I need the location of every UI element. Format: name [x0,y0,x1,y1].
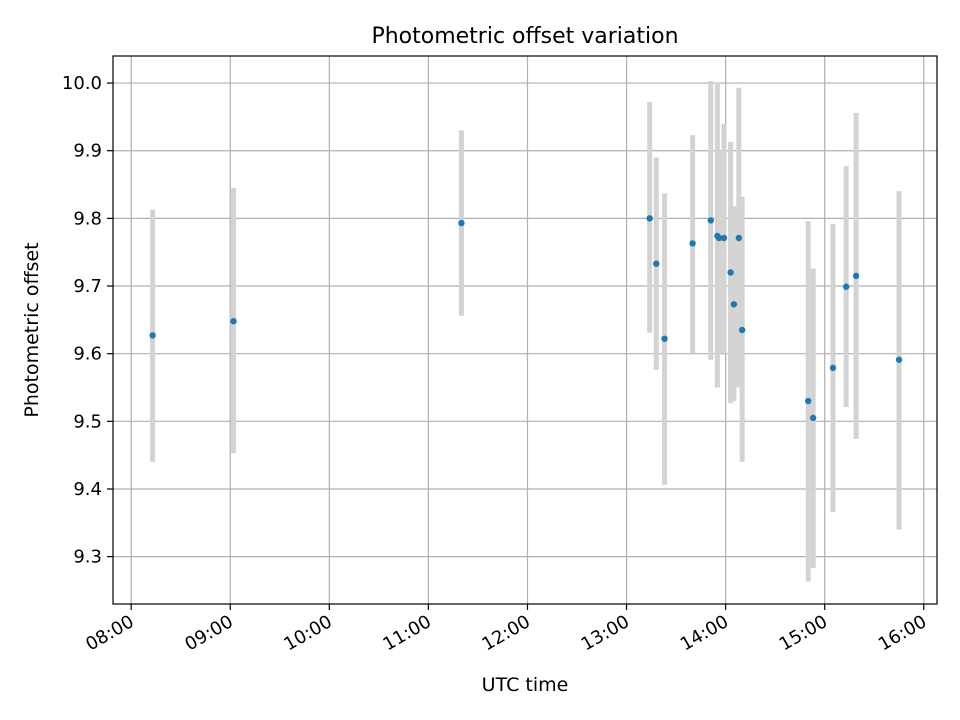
y-tick-label: 10.0 [62,73,102,94]
data-point [689,240,696,247]
data-point [735,234,743,242]
data-point [646,215,653,222]
y-tick-label: 9.9 [73,141,102,162]
data-point [829,364,837,372]
y-tick-label: 9.7 [73,276,102,297]
y-tick-label: 9.6 [73,344,102,365]
data-point [230,318,237,325]
chart-title: Photometric offset variation [371,24,678,49]
data-points [149,215,903,422]
data-point [852,272,860,280]
y-axis: 9.3 9.4 9.5 9.6 9.7 9.8 9.9 10.0 [62,73,113,568]
data-point [661,335,668,342]
data-point [738,326,746,334]
data-point [715,234,723,242]
data-point [842,283,850,290]
data-point [707,217,714,224]
data-point [727,269,734,276]
data-point [653,260,660,267]
data-point [149,332,156,339]
plot-frame [112,55,938,605]
grid [113,56,937,604]
data-point [809,414,817,422]
data-point [720,234,728,242]
x-axis-label: UTC time [482,674,569,696]
y-tick-label: 9.4 [73,479,102,500]
y-tick-label: 9.8 [73,208,102,229]
y-tick-label: 9.3 [73,547,102,568]
y-axis-label: Photometric offset [21,242,43,417]
data-point [458,219,465,227]
y-tick-label: 9.5 [73,411,102,432]
data-point [895,356,903,363]
data-point [730,301,738,308]
data-point [804,397,812,405]
